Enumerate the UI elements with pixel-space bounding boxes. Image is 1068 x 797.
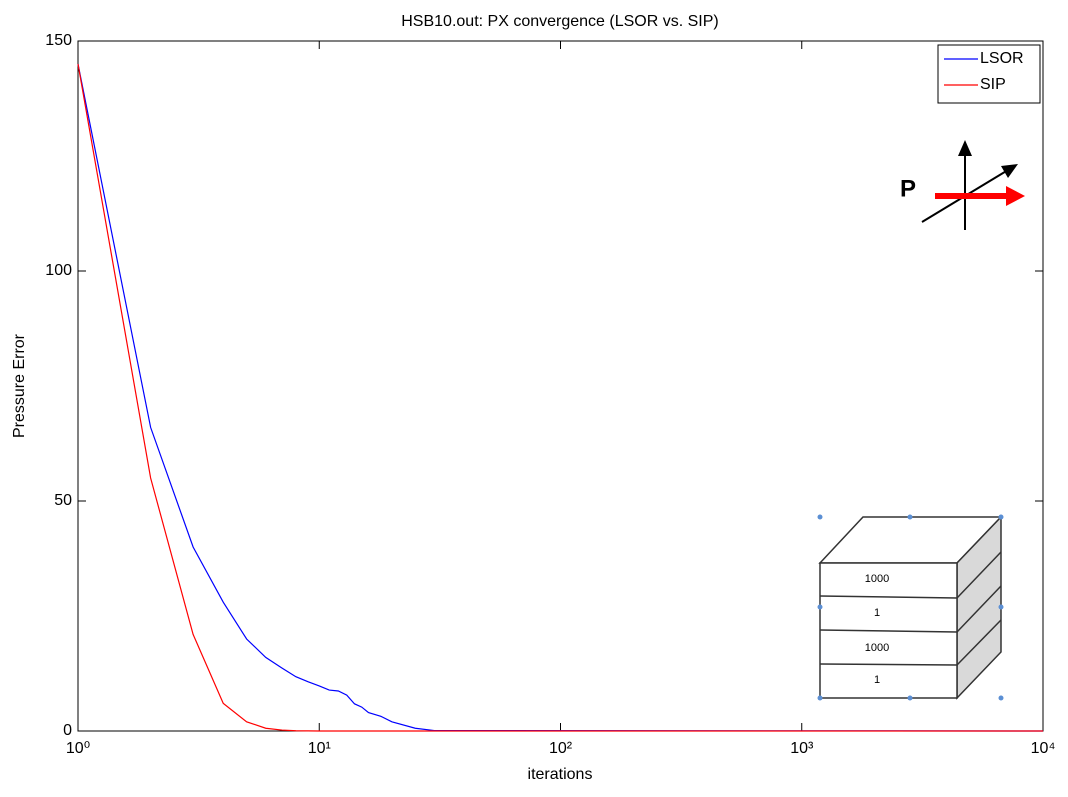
x-tick-label: 10² [549,740,573,757]
legend-label: LSOR [980,50,1024,67]
layer-label: 1 [874,674,880,686]
series-line [77,63,1043,732]
y-tick-label: 0 [63,722,72,739]
y-tick-label: 150 [45,32,72,49]
x-tick-label: 10⁴ [1031,740,1056,757]
direction-diagram: P [900,140,1025,230]
layer-label: 1 [874,607,880,619]
x-tick-label: 10³ [790,740,814,757]
layer-label: 1000 [865,642,889,654]
legend-label: SIP [980,76,1006,93]
layer-label: 1000 [865,573,889,585]
x-axis-label: iterations [528,766,593,783]
layer-block: 1000 1 1000 1 [817,514,1004,701]
x-tick-label: 10¹ [308,740,331,757]
y-tick-label: 100 [45,262,72,279]
y-axis-label: Pressure Error [11,333,28,438]
chart-title: HSB10.out: PX convergence (LSOR vs. SIP) [401,13,718,30]
y-tick-label: 50 [54,492,72,509]
x-tick-label: 10⁰ [66,740,90,757]
legend-box [937,44,1041,104]
series-line [77,63,1044,732]
direction-label: P [900,175,916,202]
